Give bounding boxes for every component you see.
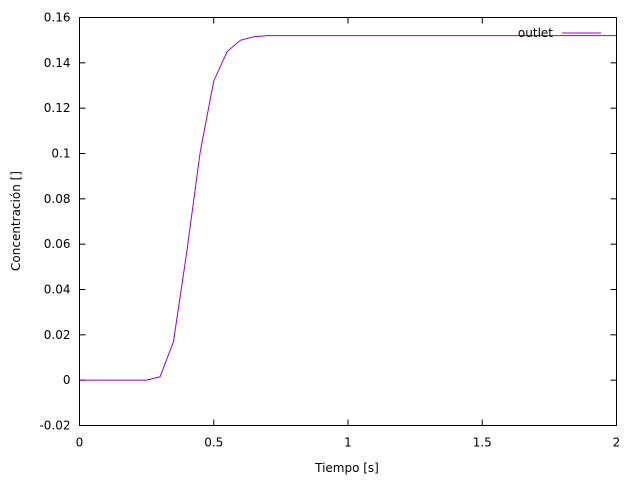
- legend: outlet: [518, 26, 601, 40]
- legend-label-outlet: outlet: [518, 26, 553, 40]
- y-tick-label: 0: [63, 373, 71, 387]
- y-tick-label: 0.02: [44, 328, 71, 342]
- y-tick-label: 0.06: [44, 237, 71, 251]
- x-axis-label: Tiempo [s]: [314, 461, 379, 475]
- x-tick-label: 0.5: [204, 436, 223, 450]
- y-tick-label: 0.16: [44, 11, 71, 25]
- axis-ticks: [79, 17, 617, 426]
- y-tick-label: 0.08: [44, 192, 71, 206]
- y-tick-label: 0.04: [44, 283, 71, 297]
- y-tick-label: -0.02: [39, 419, 70, 433]
- x-tick-label: 1: [344, 436, 352, 450]
- series-lines: [79, 35, 617, 381]
- series-line-outlet: [79, 35, 617, 381]
- plot-area-border: [79, 17, 617, 426]
- y-tick-label: 0.12: [44, 101, 71, 115]
- x-tick-label: 0: [76, 436, 84, 450]
- axis-tick-labels: 0 0.5 1 1.5 2 -0.02 0 0.02 0.04 0.06 0.08 0.1 0.12 0.…: [39, 11, 620, 450]
- x-tick-label: 2: [613, 436, 621, 450]
- x-tick-label: 1.5: [473, 436, 492, 450]
- y-axis-label: Concentración []: [9, 171, 23, 271]
- y-tick-label: 0.14: [44, 56, 71, 70]
- y-tick-label: 0.1: [51, 147, 70, 161]
